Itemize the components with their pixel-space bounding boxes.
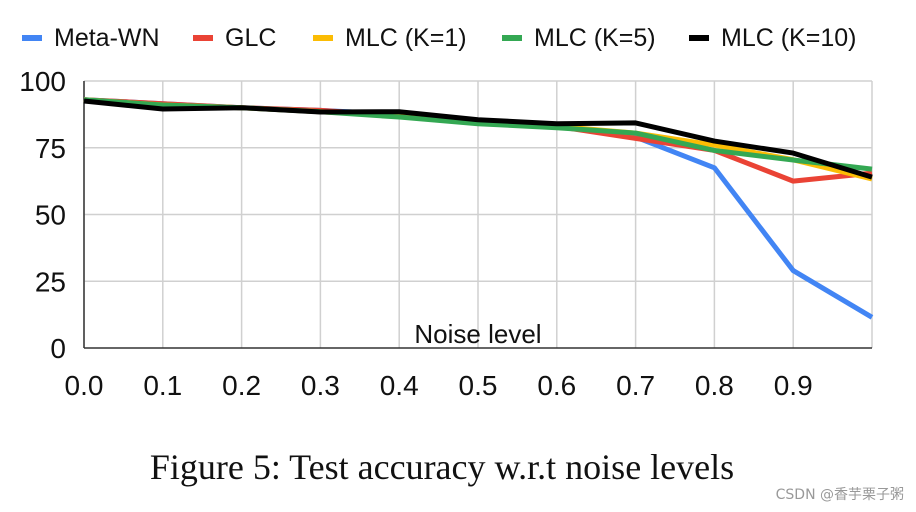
- x-tick-label: 0.5: [459, 370, 498, 401]
- x-tick-label: 0.4: [380, 370, 419, 401]
- legend-swatch: [313, 35, 333, 41]
- legend-label: MLC (K=10): [721, 24, 856, 52]
- x-tick-label: 0.3: [301, 370, 340, 401]
- legend-label: MLC (K=1): [345, 24, 467, 52]
- y-tick-label: 50: [35, 200, 66, 231]
- legend-label: MLC (K=5): [534, 24, 656, 52]
- series-line-mlc-k-10: [83, 98, 873, 180]
- x-tick-label: 0.6: [537, 370, 576, 401]
- watermark: CSDN @香芋栗子粥: [775, 487, 904, 503]
- y-tick-label: 75: [35, 133, 66, 164]
- figure-caption: Figure 5: Test accuracy w.r.t noise leve…: [149, 447, 735, 487]
- line-chart: Meta-WN GLC MLC (K=1) MLC (K=5) MLC (K=10) 0…: [19, 24, 874, 401]
- tick-labels: 0 25 50 75 100 0.0 0.1 0.2 0.3 0.4 0.5 0.6 0.7 0.8 0.9: [19, 66, 812, 401]
- y-tick-label: 0: [50, 333, 66, 364]
- legend-label: GLC: [225, 24, 276, 52]
- legend-label: Meta-WN: [54, 24, 160, 52]
- y-tick-label: 25: [35, 266, 66, 297]
- legend-swatch: [689, 35, 709, 41]
- legend-swatch: [22, 35, 42, 41]
- x-tick-label: 0.8: [695, 370, 734, 401]
- x-tick-label: 0.9: [774, 370, 813, 401]
- legend-swatch: [502, 35, 522, 41]
- series-lines: [83, 97, 874, 320]
- x-tick-label: 0.0: [65, 370, 104, 401]
- legend-swatch: [193, 35, 213, 41]
- x-tick-label: 0.1: [143, 370, 182, 401]
- y-tick-label: 100: [19, 66, 66, 97]
- legend: Meta-WN GLC MLC (K=1) MLC (K=5) MLC (K=10): [22, 24, 856, 52]
- x-axis-label: Noise level: [414, 319, 541, 349]
- x-tick-label: 0.7: [616, 370, 655, 401]
- x-tick-label: 0.2: [222, 370, 261, 401]
